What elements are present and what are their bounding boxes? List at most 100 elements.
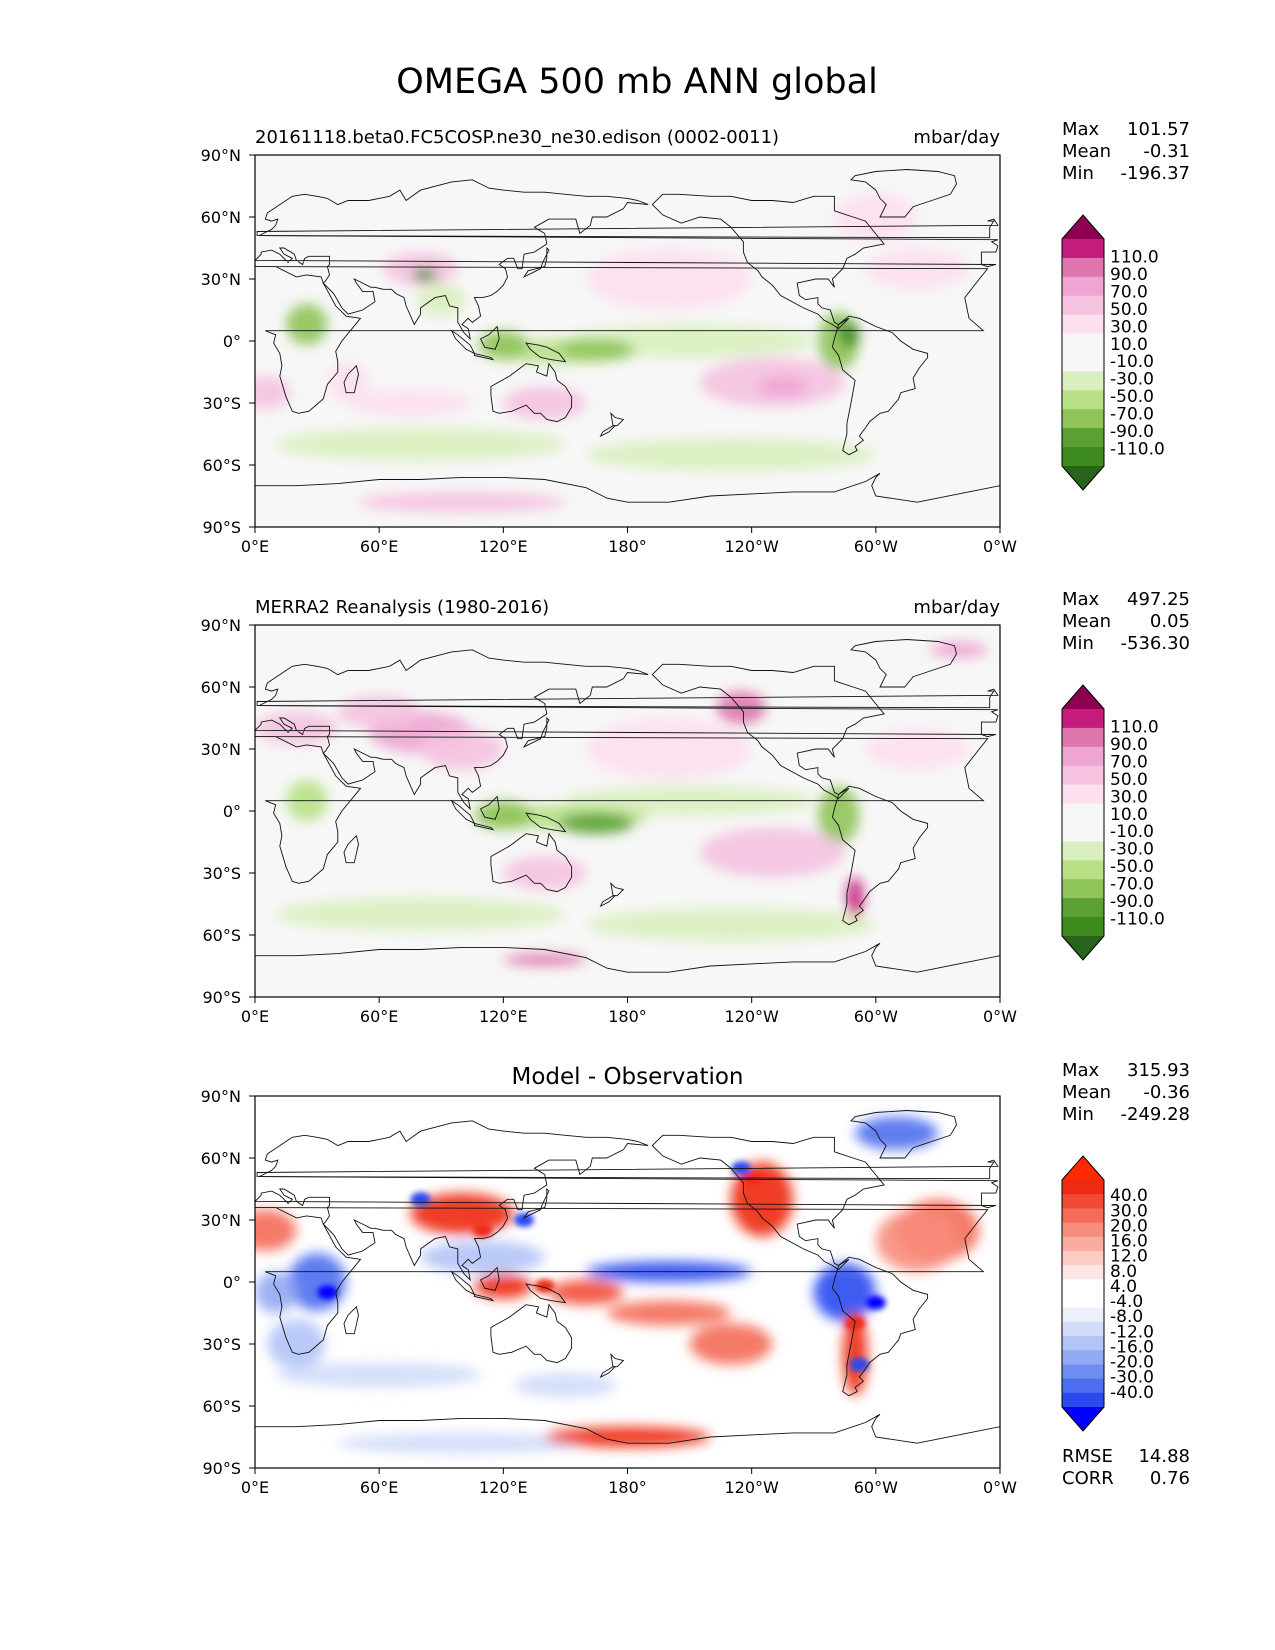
- coastline: [651, 193, 885, 330]
- y-tick-label: 60°N: [201, 1149, 241, 1168]
- stat-label-min: Min: [1062, 163, 1094, 184]
- stat-value-mean: 0.05: [1150, 611, 1190, 632]
- coastline: [610, 411, 625, 427]
- field-blob: [586, 248, 752, 310]
- field-blob: [337, 1432, 587, 1454]
- colorbar-bin: [1062, 1378, 1104, 1394]
- field-blob: [586, 438, 876, 472]
- field-blob: [267, 1319, 326, 1369]
- panel-units: mbar/day: [913, 127, 1000, 148]
- panel-test: 0°E 60°E 120°E 180° 120°W 60°W 0°W 90°N 60°N 30°N…: [201, 119, 1190, 556]
- field-cell: [849, 1357, 870, 1372]
- field-cell: [514, 1213, 535, 1227]
- colorbar-bin: [1062, 898, 1104, 918]
- y-tick-label: 30°N: [201, 1211, 241, 1230]
- stat-value-mean: -0.31: [1143, 141, 1190, 162]
- y-tick-label: 90°S: [202, 988, 241, 1007]
- coastline: [343, 1305, 359, 1335]
- colorbar-outline: [1061, 214, 1105, 491]
- colorbar-bin: [1062, 371, 1104, 391]
- coastline: [255, 179, 999, 341]
- coastline: [473, 352, 495, 361]
- colorbar-bin: [1062, 803, 1104, 824]
- colorbar-bin: [1062, 276, 1104, 297]
- colorbar-tick-label: 10.0: [1110, 335, 1148, 355]
- colorbar-bin: [1062, 709, 1104, 729]
- field-blob: [420, 728, 504, 770]
- colorbar-bin: [1062, 1307, 1104, 1323]
- panel-title-left: MERRA2 Reanalysis (1980-2016): [255, 597, 549, 618]
- field-blob: [358, 491, 566, 513]
- coastline: [831, 1256, 929, 1397]
- field-blob: [929, 641, 988, 659]
- field-cell: [865, 1295, 886, 1310]
- coastline: [850, 639, 957, 688]
- coastline: [490, 1303, 573, 1364]
- panel-reference: 0°E 60°E 120°E 180° 120°W 60°W 0°W 90°N 60°N 30°N…: [201, 589, 1190, 1026]
- y-tick-label: 90°N: [201, 616, 241, 635]
- field-blob: [503, 386, 587, 420]
- colorbar-bin: [1062, 239, 1104, 259]
- colorbar-tick-label: 70.0: [1110, 282, 1148, 302]
- colorbar-tick-label: 30.0: [1110, 317, 1148, 337]
- colorbar-tick-label: 30.0: [1110, 1201, 1148, 1221]
- x-tick-label: 0°W: [983, 1478, 1017, 1497]
- y-tick-label: 30°N: [201, 740, 241, 759]
- colorbar-bin: [1062, 1222, 1104, 1238]
- x-tick-label: 120°E: [479, 537, 528, 556]
- colorbar-bin: [1062, 1208, 1104, 1224]
- colorbar-bin: [1062, 822, 1104, 843]
- colorbar-tick-label: 70.0: [1110, 752, 1148, 772]
- coastline: [522, 716, 550, 749]
- coastline: [473, 1293, 495, 1302]
- coastline: [850, 1110, 957, 1159]
- coastline: [831, 785, 929, 926]
- colorbar-bin: [1062, 390, 1104, 410]
- stat-label-mean: Mean: [1062, 611, 1111, 632]
- coastline: [255, 649, 999, 811]
- colorbar-bin: [1062, 860, 1104, 880]
- coastline: [490, 362, 573, 423]
- colorbar-tick-label: -40.0: [1110, 1383, 1154, 1403]
- y-tick-label: 60°S: [202, 926, 241, 945]
- y-tick-label: 0°: [223, 802, 241, 821]
- colorbar-bin: [1062, 1265, 1104, 1280]
- colorbar-bin: [1062, 841, 1104, 861]
- colorbar-bin: [1062, 1180, 1104, 1195]
- colorbar-tick-label: 8.0: [1110, 1262, 1137, 1282]
- field-blob: [757, 376, 808, 397]
- colorbar: 110.090.070.050.030.010.0-10.0-30.0-50.0…: [1061, 684, 1165, 961]
- colorbar-tick-label: 16.0: [1110, 1232, 1148, 1252]
- colorbar-tick-label: -50.0: [1110, 387, 1154, 407]
- colorbar-tick-label: -90.0: [1110, 422, 1154, 442]
- coastline: [255, 266, 989, 414]
- coastline: [599, 425, 617, 438]
- field-blob: [559, 338, 634, 360]
- field-blob: [286, 303, 328, 346]
- colorbar-bin: [1062, 917, 1104, 937]
- colorbar-bin: [1062, 1279, 1104, 1295]
- stat-label-mean: Mean: [1062, 1082, 1111, 1103]
- coastline: [255, 942, 1000, 997]
- coastline: [473, 822, 495, 831]
- stat-value-max: 101.57: [1127, 119, 1190, 140]
- stat-value-rmse: 14.88: [1138, 1446, 1190, 1467]
- field-blob: [410, 1193, 514, 1235]
- x-tick-label: 0°E: [241, 1478, 269, 1497]
- field-blob: [586, 718, 752, 780]
- field-blob: [337, 695, 421, 729]
- coastline: [479, 1266, 500, 1291]
- field-blob: [846, 877, 864, 919]
- x-tick-label: 0°E: [241, 1007, 269, 1026]
- y-tick-label: 60°S: [202, 1397, 241, 1416]
- colorbar-outline: [1061, 1155, 1105, 1432]
- x-tick-label: 60°E: [360, 1478, 398, 1497]
- field-blob: [420, 1240, 545, 1274]
- coastline: [255, 1120, 999, 1282]
- coastline: [479, 325, 500, 350]
- field-blob: [544, 1426, 711, 1448]
- stat-value-corr: 0.76: [1150, 1468, 1190, 1489]
- colorbar-bin: [1062, 784, 1104, 805]
- colorbar-tick-label: -70.0: [1110, 875, 1154, 895]
- colorbar-bin: [1062, 257, 1104, 278]
